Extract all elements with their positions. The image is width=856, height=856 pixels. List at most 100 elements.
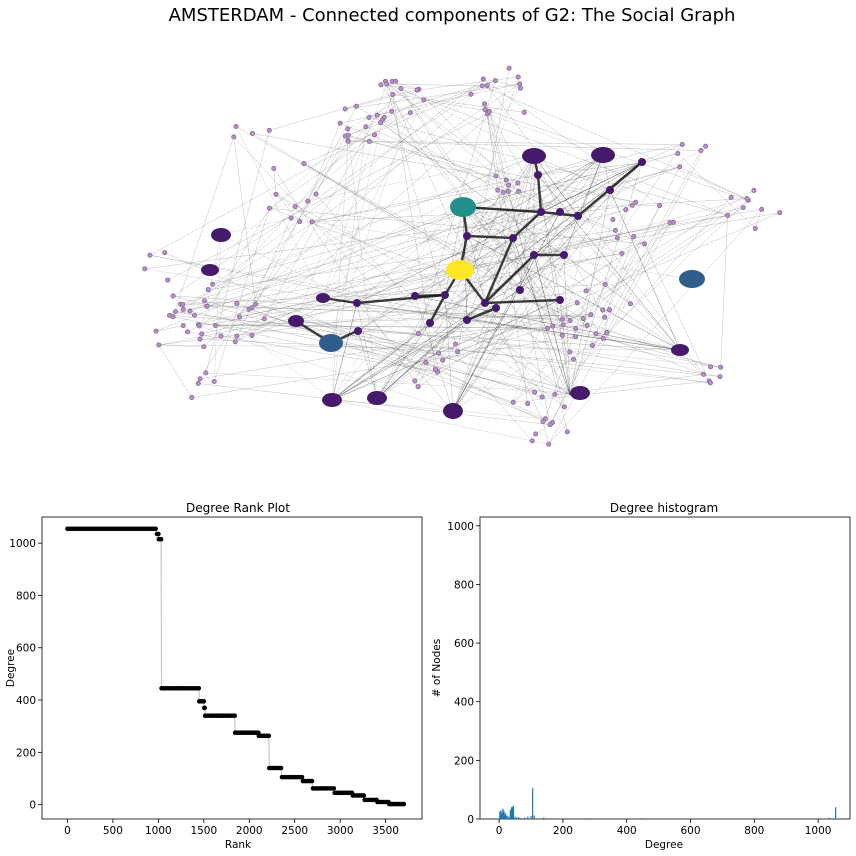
network-edge (452, 161, 643, 412)
histogram-y-tick-label: 0 (467, 814, 474, 826)
rank-y-tick-label: 400 (16, 695, 36, 707)
histogram-bar (499, 811, 501, 819)
network-edge (423, 99, 490, 112)
rank-point (299, 774, 305, 780)
network-edge (368, 117, 728, 216)
figure-title: AMSTERDAM - Connected components of G2: … (169, 5, 736, 26)
network-edge (173, 295, 535, 393)
network-node (556, 208, 564, 216)
network-edge (330, 150, 702, 344)
histogram-x-ticks: 0 200 400 600 800 1000 (496, 819, 831, 837)
network-edge (376, 322, 431, 399)
network-edge (533, 155, 611, 191)
network-edge (205, 372, 581, 394)
network-node (573, 325, 579, 331)
histogram-bar (828, 817, 830, 819)
network-node (313, 191, 319, 197)
network-edge (548, 222, 671, 445)
network-node (530, 251, 538, 259)
network-node (529, 438, 535, 444)
network-edge (183, 83, 520, 310)
network-edge (356, 302, 681, 351)
network-node (249, 332, 255, 338)
network-edge (512, 222, 674, 403)
histogram-y-tick-label: 800 (454, 579, 474, 591)
network-edge (380, 122, 631, 304)
network-edge (487, 113, 604, 156)
network-node (574, 300, 580, 306)
network-node (505, 188, 511, 194)
histogram-bar (499, 815, 502, 819)
network-node (203, 370, 209, 376)
rank-y-tick-label: 800 (16, 590, 36, 602)
histogram-bar (532, 788, 534, 819)
network-edge (347, 140, 370, 142)
network-edge (512, 237, 681, 351)
network-edge (215, 325, 721, 377)
network-edge (167, 113, 488, 281)
network-node (698, 148, 704, 154)
network-edge (414, 295, 681, 351)
network-edge (357, 162, 642, 332)
network-node (271, 165, 277, 171)
rank-x-tick-label: 2000 (236, 825, 263, 837)
network-edge (204, 300, 443, 361)
network-edge (331, 161, 643, 401)
network-edge (563, 154, 604, 256)
network-edge (357, 154, 604, 332)
network-node (480, 76, 486, 82)
network-edge (331, 299, 561, 401)
network-node (560, 322, 566, 328)
rank-point (361, 793, 367, 798)
degree-histogram: Degree histogram 0 200 400 600 800 1000 0 200 4… (431, 501, 851, 851)
network-node (759, 206, 765, 212)
network-edge (400, 88, 564, 325)
network-hub-node (679, 270, 705, 288)
network-edge (199, 325, 454, 412)
network-node (455, 349, 461, 355)
network-node (187, 308, 193, 314)
network-edge (214, 208, 270, 382)
histogram-bar (519, 817, 521, 819)
network-edge (537, 174, 681, 351)
histogram-bar (508, 816, 510, 819)
network-node (432, 366, 438, 372)
network-node (540, 418, 546, 424)
network-edge (602, 205, 660, 311)
network-edge (172, 136, 234, 317)
network-edge (540, 162, 642, 213)
network-edge (386, 83, 544, 422)
network-edge (512, 211, 542, 239)
network-edge (540, 162, 642, 213)
network-node (366, 114, 372, 120)
network-edge (391, 111, 564, 325)
network-edge (512, 237, 571, 396)
network-edge (435, 368, 546, 419)
rank-x-tick-label: 3500 (372, 825, 399, 837)
network-edge (537, 162, 642, 176)
network-edge (385, 81, 497, 177)
histogram-bar (501, 812, 503, 819)
network-edge (376, 254, 565, 399)
network-edge (592, 200, 749, 346)
network-node (301, 161, 307, 167)
histogram-bar (501, 813, 503, 819)
network-hub-node (316, 293, 330, 303)
rank-point (331, 786, 337, 791)
network-edge (255, 212, 780, 305)
network-edge (331, 299, 561, 401)
network-edge (235, 191, 519, 342)
network-node (374, 112, 380, 118)
network-edge (189, 310, 555, 395)
network-node (249, 305, 255, 311)
network-edge (392, 94, 525, 113)
network-node (180, 302, 186, 308)
network-edge (452, 211, 561, 412)
network-node (142, 266, 148, 272)
network-edge (357, 330, 571, 396)
network-node (707, 380, 713, 386)
rank-x-tick-label: 1500 (190, 825, 217, 837)
network-edge (489, 111, 568, 432)
network-edge (356, 162, 642, 304)
network-node (482, 107, 488, 113)
